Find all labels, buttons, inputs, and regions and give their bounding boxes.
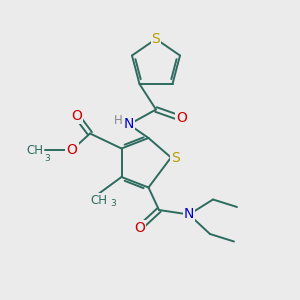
Text: 3: 3	[110, 199, 116, 208]
Text: O: O	[67, 143, 77, 157]
Text: O: O	[134, 221, 145, 235]
Text: S: S	[152, 32, 160, 46]
Text: O: O	[71, 109, 82, 122]
Text: S: S	[171, 151, 180, 164]
Text: N: N	[124, 118, 134, 131]
Text: CH: CH	[91, 194, 107, 206]
Text: 3: 3	[44, 154, 50, 163]
Text: CH: CH	[26, 143, 44, 157]
Text: O: O	[176, 112, 187, 125]
Text: H: H	[114, 114, 123, 128]
Text: N: N	[184, 208, 194, 221]
